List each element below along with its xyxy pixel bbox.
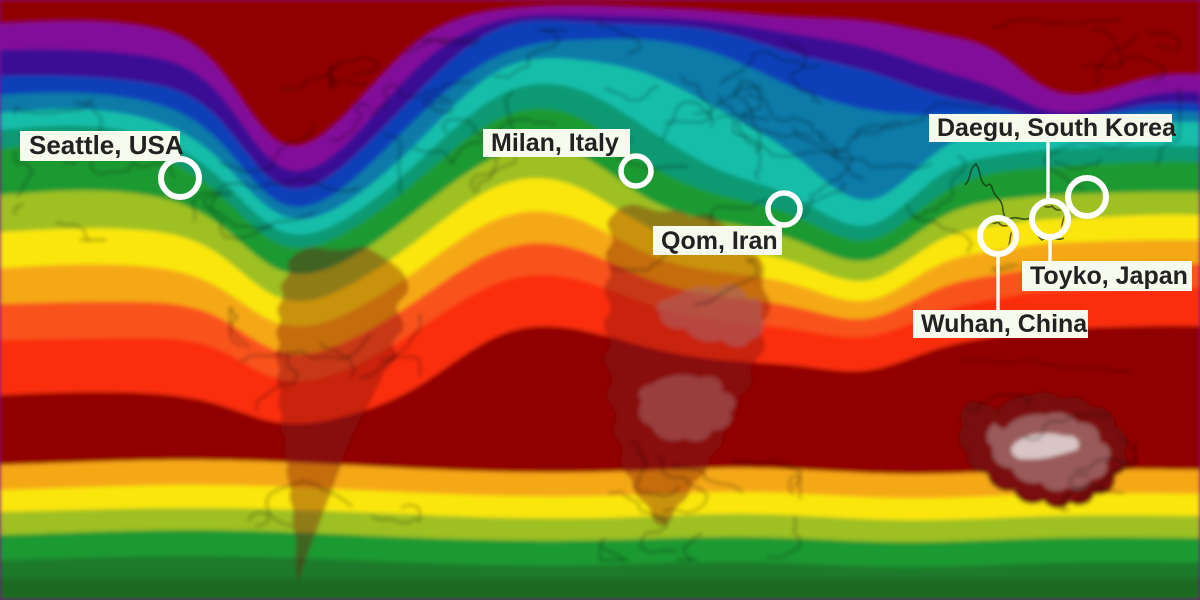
svg-text:Wuhan, China: Wuhan, China [921, 310, 1088, 338]
svg-text:Seattle, USA: Seattle, USA [29, 130, 184, 160]
svg-text:Daegu, South Korea: Daegu, South Korea [937, 114, 1177, 142]
svg-text:Toyko, Japan: Toyko, Japan [1030, 262, 1188, 290]
svg-text:Milan, Italy: Milan, Italy [491, 129, 619, 157]
svg-text:Qom, Iran: Qom, Iran [661, 227, 778, 255]
